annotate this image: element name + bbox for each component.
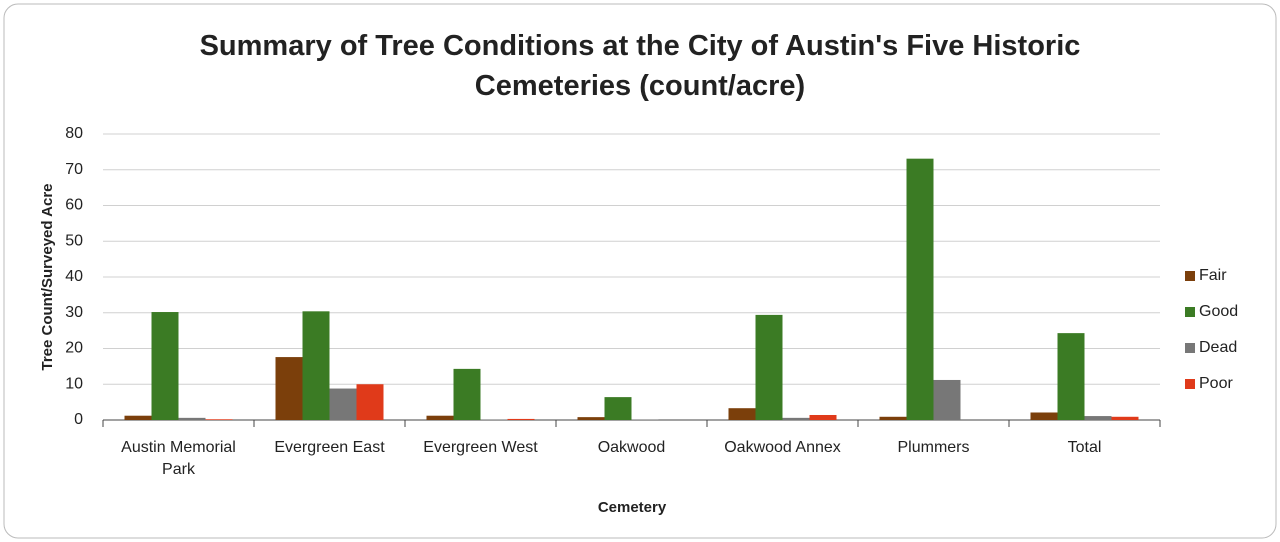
y-tick-label: 30 [65,304,83,321]
bar [124,415,152,420]
y-tick-label: 40 [65,268,83,285]
bar [151,312,179,420]
legend-swatch [1185,307,1195,317]
y-tick-label: 80 [65,125,83,142]
bar [453,368,481,420]
legend-swatch [1185,271,1195,281]
legend-label: Good [1199,303,1238,320]
legend-label: Poor [1199,375,1233,392]
bar [507,418,535,420]
x-tick-label: Oakwood Annex [724,439,841,456]
bar [577,417,605,420]
x-tick-label: Plummers [897,439,970,456]
x-tick-label: Evergreen West [423,439,538,456]
bar [809,414,837,420]
bar [356,384,384,420]
bar [879,416,907,420]
legend-label: Dead [1199,339,1237,356]
legend-swatch [1185,343,1195,353]
x-tick-label: Austin Memorial Park [121,439,236,478]
bar [1084,416,1112,420]
bar [1111,416,1139,420]
y-tick-label: 0 [74,411,83,428]
bar [933,379,961,420]
bar [728,408,756,420]
legend-label: Fair [1199,267,1227,284]
y-tick-label: 10 [65,375,83,392]
x-axis-label: Cemetery [598,499,667,516]
bar [906,158,934,421]
bar [205,419,233,420]
y-tick-label: 50 [65,232,83,249]
bar [302,311,330,420]
x-tick-label: Oakwood [597,439,666,456]
bar [782,417,810,420]
y-tick-label: 20 [65,340,83,357]
bar [426,415,454,420]
bar [1057,333,1085,420]
y-tick-label: 70 [65,161,83,178]
chart-title: Summary of Tree Conditions at the City o… [199,30,1081,102]
y-axis-label: Tree Count/Surveyed Acre [39,183,56,370]
y-tick-label: 60 [65,197,83,214]
bar [755,314,783,420]
x-tick-label: Evergreen East [274,439,385,456]
x-tick-label: Total [1067,439,1102,456]
bar [275,357,303,420]
legend-swatch [1185,379,1195,389]
bar [178,417,206,420]
bar [604,397,632,420]
bar [329,388,357,420]
bar [1030,412,1058,420]
